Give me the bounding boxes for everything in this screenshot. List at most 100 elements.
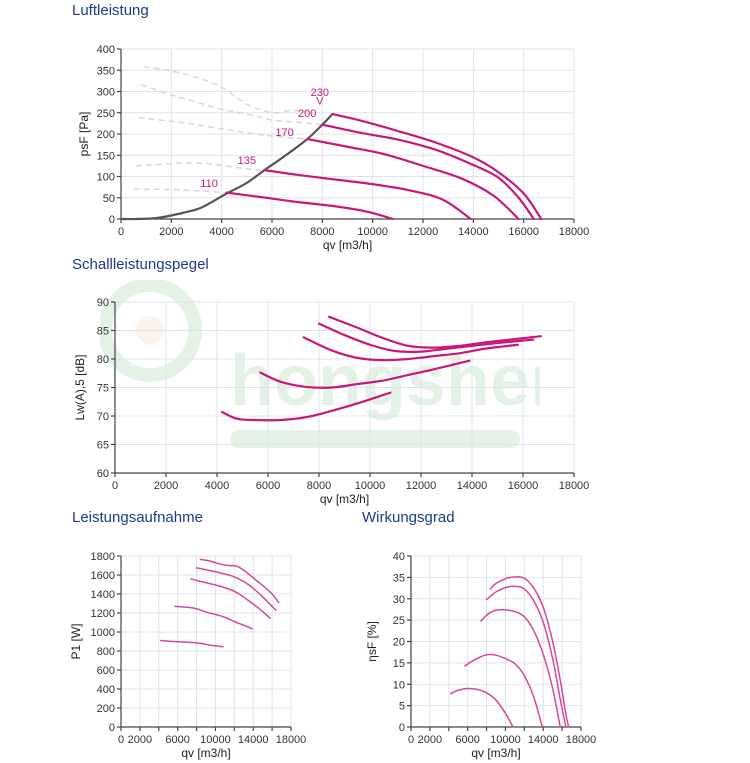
y-tick-label: 25 [393, 615, 405, 627]
y-tick-label: 0 [399, 722, 405, 734]
y-tick-label: 5 [399, 701, 405, 713]
x-tick-label: 18000 [566, 734, 597, 746]
x-tick-label: 2000 [418, 734, 442, 746]
dashed-curve [136, 162, 265, 171]
y-tick-label: 1000 [91, 627, 115, 639]
y-tick-label: 200 [97, 129, 115, 141]
x-tick-label: 0 [112, 480, 118, 492]
x-tick-label: 16000 [508, 480, 539, 492]
x-tick-label: 0 [408, 734, 414, 746]
x-tick-label: 16000 [508, 226, 539, 238]
x-tick-label: 18000 [559, 480, 590, 492]
y-axis-label: Lw(A),5 [dB] [73, 354, 87, 420]
x-tick-label: 12000 [408, 226, 439, 238]
y-axis-label: ηsF [%] [365, 621, 379, 662]
x-tick-label: 10000 [355, 480, 386, 492]
voltage-annotation: V [316, 95, 324, 107]
x-axis-label: qv [m3/h] [181, 746, 230, 760]
series-curve-230v [331, 112, 543, 221]
y-tick-label: 1400 [91, 589, 115, 601]
y-tick-label: 0 [109, 722, 115, 734]
x-tick-label: 2000 [159, 226, 183, 238]
dashed-curve [140, 83, 323, 126]
y-tick-label: 600 [97, 665, 115, 677]
x-tick-label: 10000 [490, 734, 521, 746]
x-tick-label: 14000 [457, 480, 488, 492]
y-tick-label: 30 [393, 594, 405, 606]
y-tick-label: 400 [97, 684, 115, 696]
y-tick-label: 1600 [91, 570, 115, 582]
dashed-curve [133, 188, 227, 194]
x-axis-label: qv [m3/h] [471, 746, 520, 760]
y-tick-label: 10 [393, 679, 405, 691]
x-tick-label: 10000 [200, 734, 231, 746]
y-tick-label: 20 [393, 637, 405, 649]
y-axis-label: psF [Pa] [77, 112, 91, 157]
y-tick-label: 85 [97, 326, 109, 338]
x-tick-label: 0 [118, 734, 124, 746]
series-curve-230v [199, 558, 280, 604]
x-tick-label: 0 [118, 226, 124, 238]
y-tick-label: 70 [97, 411, 109, 423]
x-tick-label: 14000 [528, 734, 559, 746]
chart-luftleistung: 0 2000 4000 6000 8000 10000 12000 14000 16000 180… [77, 44, 589, 252]
series-curve-200v [321, 123, 535, 221]
y-tick-label: 15 [393, 658, 405, 670]
y-tick-label: 100 [97, 172, 115, 184]
y-tick-label: 350 [97, 65, 115, 77]
voltage-annotation: 200 [298, 108, 316, 120]
y-tick-label: 200 [97, 703, 115, 715]
y-tick-label: 60 [97, 468, 109, 480]
chart-schallleistungspegel: 0 2000 4000 6000 8000 10000 12000 14000 16000 180… [73, 297, 589, 506]
x-tick-label: 8000 [310, 226, 334, 238]
series-curve-110v [221, 391, 392, 422]
chart-leistungsaufnahme: 0 2000 6000 10000 14000 18000 0 200 400 600 800 100… [69, 551, 306, 760]
y-tick-label: 0 [109, 214, 115, 226]
chart-title-luftleistung: Luftleistung [72, 2, 149, 19]
series-curve-170v [306, 138, 520, 221]
y-tick-label: 1200 [91, 608, 115, 620]
x-tick-label: 4000 [209, 226, 233, 238]
chart-title-wirkungsgrad: Wirkungsgrad [362, 509, 455, 526]
x-axis-label: qv [m3/h] [320, 492, 369, 506]
series-curve-110v [449, 687, 514, 728]
y-tick-label: 300 [97, 87, 115, 99]
y-tick-label: 40 [393, 551, 405, 563]
series-curve-110v [225, 191, 394, 221]
system-curve [119, 112, 334, 221]
y-tick-label: 150 [97, 150, 115, 162]
x-tick-label: 10000 [357, 226, 388, 238]
series-curve-170v [302, 336, 519, 362]
x-tick-label: 2000 [154, 480, 178, 492]
voltage-annotation: 170 [275, 127, 293, 139]
x-tick-label: 14000 [458, 226, 489, 238]
series-curve-230v [328, 315, 542, 349]
series-curve-170v [190, 578, 271, 619]
y-tick-label: 400 [97, 44, 115, 56]
y-tick-label: 80 [97, 354, 109, 366]
series-curve-135v [259, 359, 471, 389]
y-tick-label: 90 [97, 297, 109, 309]
series-curve-200v [317, 322, 535, 353]
series-curve-110v [159, 639, 224, 648]
chart-title-leistungsaufnahme: Leistungsaufnahme [72, 509, 203, 526]
x-tick-label: 18000 [276, 734, 307, 746]
series-curve-230v [489, 576, 570, 728]
dashed-curve [138, 117, 308, 140]
x-tick-label: 18000 [559, 226, 590, 238]
series-curve-135v [263, 169, 472, 221]
x-axis-label: qv [m3/h] [323, 238, 372, 252]
x-tick-label: 8000 [307, 480, 331, 492]
x-tick-label: 2000 [128, 734, 152, 746]
x-tick-label: 12000 [406, 480, 437, 492]
chart-wirkungsgrad: 0 2000 6000 10000 14000 18000 0 5 10 15 20 25 30 35 40… [365, 551, 596, 760]
x-tick-label: 14000 [238, 734, 269, 746]
x-tick-label: 6000 [455, 734, 479, 746]
y-tick-label: 35 [393, 572, 405, 584]
y-tick-label: 800 [97, 646, 115, 658]
x-tick-label: 6000 [256, 480, 280, 492]
y-tick-label: 250 [97, 108, 115, 120]
x-tick-label: 6000 [260, 226, 284, 238]
series-curve-200v [485, 585, 567, 728]
